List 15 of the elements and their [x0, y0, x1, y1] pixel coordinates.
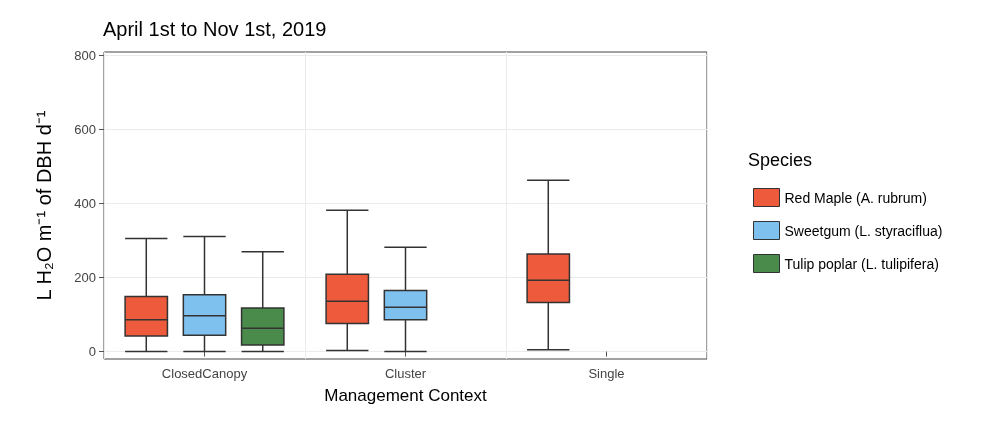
y-tick-label: 400 — [74, 196, 96, 212]
y-axis-title: L H₂O m⁻¹ of DBH d⁻¹ — [33, 110, 55, 301]
y-tick-label: 200 — [74, 270, 96, 286]
y-tick-label: 800 — [74, 48, 96, 64]
x-tick-label: Cluster — [384, 366, 427, 381]
chart-title: April 1st to Nov 1st, 2019 — [103, 18, 327, 40]
legend-title: Species — [748, 150, 813, 170]
x-tick-label: ClosedCanopy — [161, 366, 248, 381]
legend-label: Sweetgum (L. styraciflua) — [784, 222, 943, 239]
legend-label: Tulip poplar (L. tulipifera) — [784, 255, 939, 272]
legend-label: Red Maple (A. rubrum) — [784, 189, 927, 206]
x-axis-title: Management Context — [324, 386, 488, 405]
y-tick-label: 0 — [88, 344, 96, 360]
y-tick-label: 600 — [74, 122, 96, 138]
x-tick-label: Single — [588, 366, 625, 381]
